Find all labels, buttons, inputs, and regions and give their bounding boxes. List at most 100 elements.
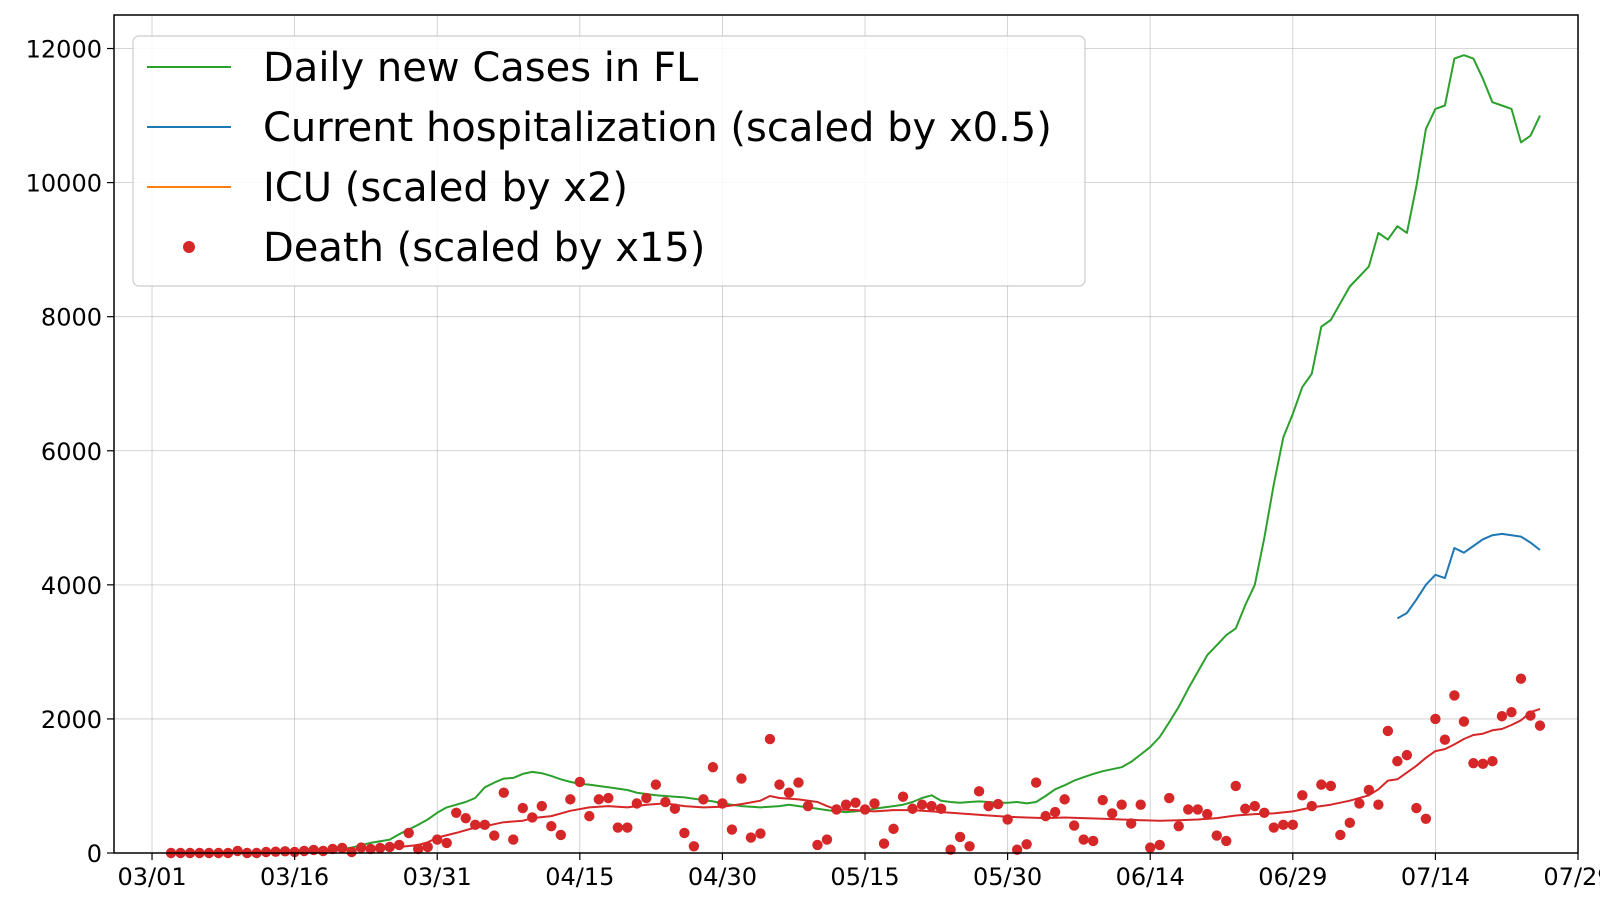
legend-marker-death [183,241,195,253]
death-point [1477,758,1489,770]
hospitalization-line [1396,532,1541,620]
death-point [1049,806,1061,818]
death-point [726,824,738,835]
death-point [1420,813,1432,825]
death-point [451,807,462,818]
death-point [1240,803,1251,814]
x-tick-label: 03/16 [260,863,329,891]
death-point [1164,792,1175,804]
axis-ticks: 03/01 03/16 03/31 04/15 04/30 05/15 05/30 06/14… [26,36,1600,891]
death-point [1097,794,1108,806]
death-point [774,779,785,790]
cases-line [171,54,1541,854]
x-tick-label: 04/15 [545,863,614,891]
death-point [612,822,624,833]
death-point [916,799,928,810]
x-tick-label: 06/29 [1258,863,1327,891]
legend-label: Death (scaled by x15) [263,225,705,271]
death-point [707,761,719,773]
death-point [574,776,586,788]
death-point [1173,820,1184,832]
x-tick-label: 07/29 [1543,863,1600,891]
death-point [1506,707,1517,718]
death-point [850,797,861,808]
death-point [736,773,747,784]
death-point [1135,799,1146,810]
death-point [336,842,348,854]
death-point [413,843,424,855]
death-point [1192,804,1203,815]
death-point [1011,844,1023,855]
series-layer [165,54,1546,859]
death-point [1059,794,1070,805]
legend-box [132,35,1086,287]
death-point [1287,819,1299,831]
death-point [1515,673,1527,684]
death-point [489,830,500,841]
death-point [1411,802,1422,814]
death-point [565,794,576,805]
y-tick-label: 4000 [41,572,102,600]
death-point [669,803,681,814]
death-point [508,834,519,845]
death-point [1021,839,1032,850]
death-point [1211,830,1222,841]
legend-label: Daily new Cases in FL [263,45,699,91]
death-point [1087,835,1099,847]
death-point [1030,777,1042,788]
death-point [1534,720,1546,731]
death-point [1344,817,1356,829]
death-point [802,800,814,812]
y-tick-label: 6000 [41,438,102,466]
death-point [1430,713,1441,725]
death-point [1268,822,1279,833]
death-point [498,787,509,798]
death-point [869,798,880,809]
death-point [346,846,357,858]
death-point [593,794,605,805]
death-point [1325,780,1337,792]
death-point [355,842,367,853]
y-tick-label: 2000 [41,706,102,734]
death-trend-line [170,707,1541,854]
death-point [755,828,766,839]
death-point [1116,799,1127,810]
death-point [783,787,795,798]
death-point [650,779,662,790]
y-tick-label: 8000 [41,304,102,332]
legend-label: ICU (scaled by x2) [263,165,628,211]
plot-frame [113,14,1579,854]
death-point [1278,819,1289,831]
death-point [1145,842,1156,853]
death-point [878,838,890,849]
x-tick-label: 06/14 [1116,863,1185,891]
death-point [1249,800,1260,812]
death-point [1449,690,1460,701]
death-point [793,777,804,788]
death-point [679,827,690,839]
death-point [745,832,757,843]
death-point [603,792,614,804]
death-point [422,841,433,853]
death-point [1040,810,1051,822]
death-point [698,794,709,805]
death-point [840,799,852,810]
death-point [641,792,652,804]
death-point [1221,835,1232,847]
death-point [546,820,557,832]
x-tick-label: 04/30 [688,863,757,891]
death-point [1183,804,1194,815]
death-point [1297,790,1308,801]
death-point [1458,716,1470,727]
x-tick-label: 03/01 [117,863,186,891]
death-point [1335,829,1346,841]
death-point [1078,834,1089,845]
death-point [1316,779,1327,790]
x-tick-label: 05/30 [973,863,1042,891]
death-point [992,798,1004,810]
death-point [945,844,956,855]
death-point [403,827,414,839]
x-tick-label: 03/31 [403,863,472,891]
death-point [1401,749,1413,761]
